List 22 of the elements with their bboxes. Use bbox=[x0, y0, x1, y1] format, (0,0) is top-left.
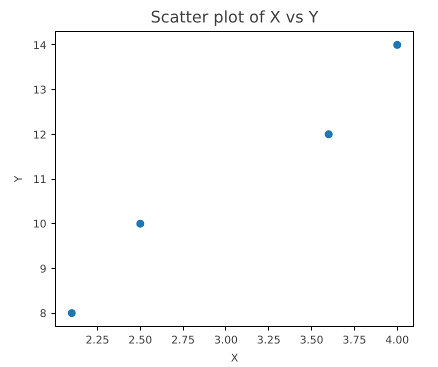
x-tick-label: 2.50 bbox=[128, 334, 152, 346]
y-tick-label: 9 bbox=[40, 262, 47, 276]
point bbox=[393, 40, 402, 49]
x-tick-label: 2.75 bbox=[171, 334, 195, 346]
y-tick-label: 11 bbox=[32, 173, 47, 186]
x-tick-label: 3.75 bbox=[342, 334, 366, 346]
point bbox=[324, 130, 333, 138]
x-tick-label: 4.00 bbox=[385, 334, 410, 346]
y-tick-label: 14 bbox=[32, 38, 47, 52]
x-axis-title: X bbox=[230, 352, 238, 364]
x-tick-label: 3.00 bbox=[214, 334, 238, 346]
point bbox=[68, 309, 76, 318]
point bbox=[136, 220, 144, 228]
x-tick-label: 3.25 bbox=[256, 334, 281, 346]
x-tick-label: 3.50 bbox=[300, 334, 324, 346]
y-axis-title: Y bbox=[12, 175, 25, 184]
y-tick-label: 10 bbox=[32, 218, 47, 231]
y-tick-label: 13 bbox=[32, 84, 47, 97]
y-tick-label: 12 bbox=[32, 128, 47, 142]
y-tick-label: 8 bbox=[40, 307, 47, 320]
chart-title: Scatter plot of X vs Y bbox=[150, 8, 319, 26]
x-tick-label: 2.25 bbox=[86, 334, 110, 346]
